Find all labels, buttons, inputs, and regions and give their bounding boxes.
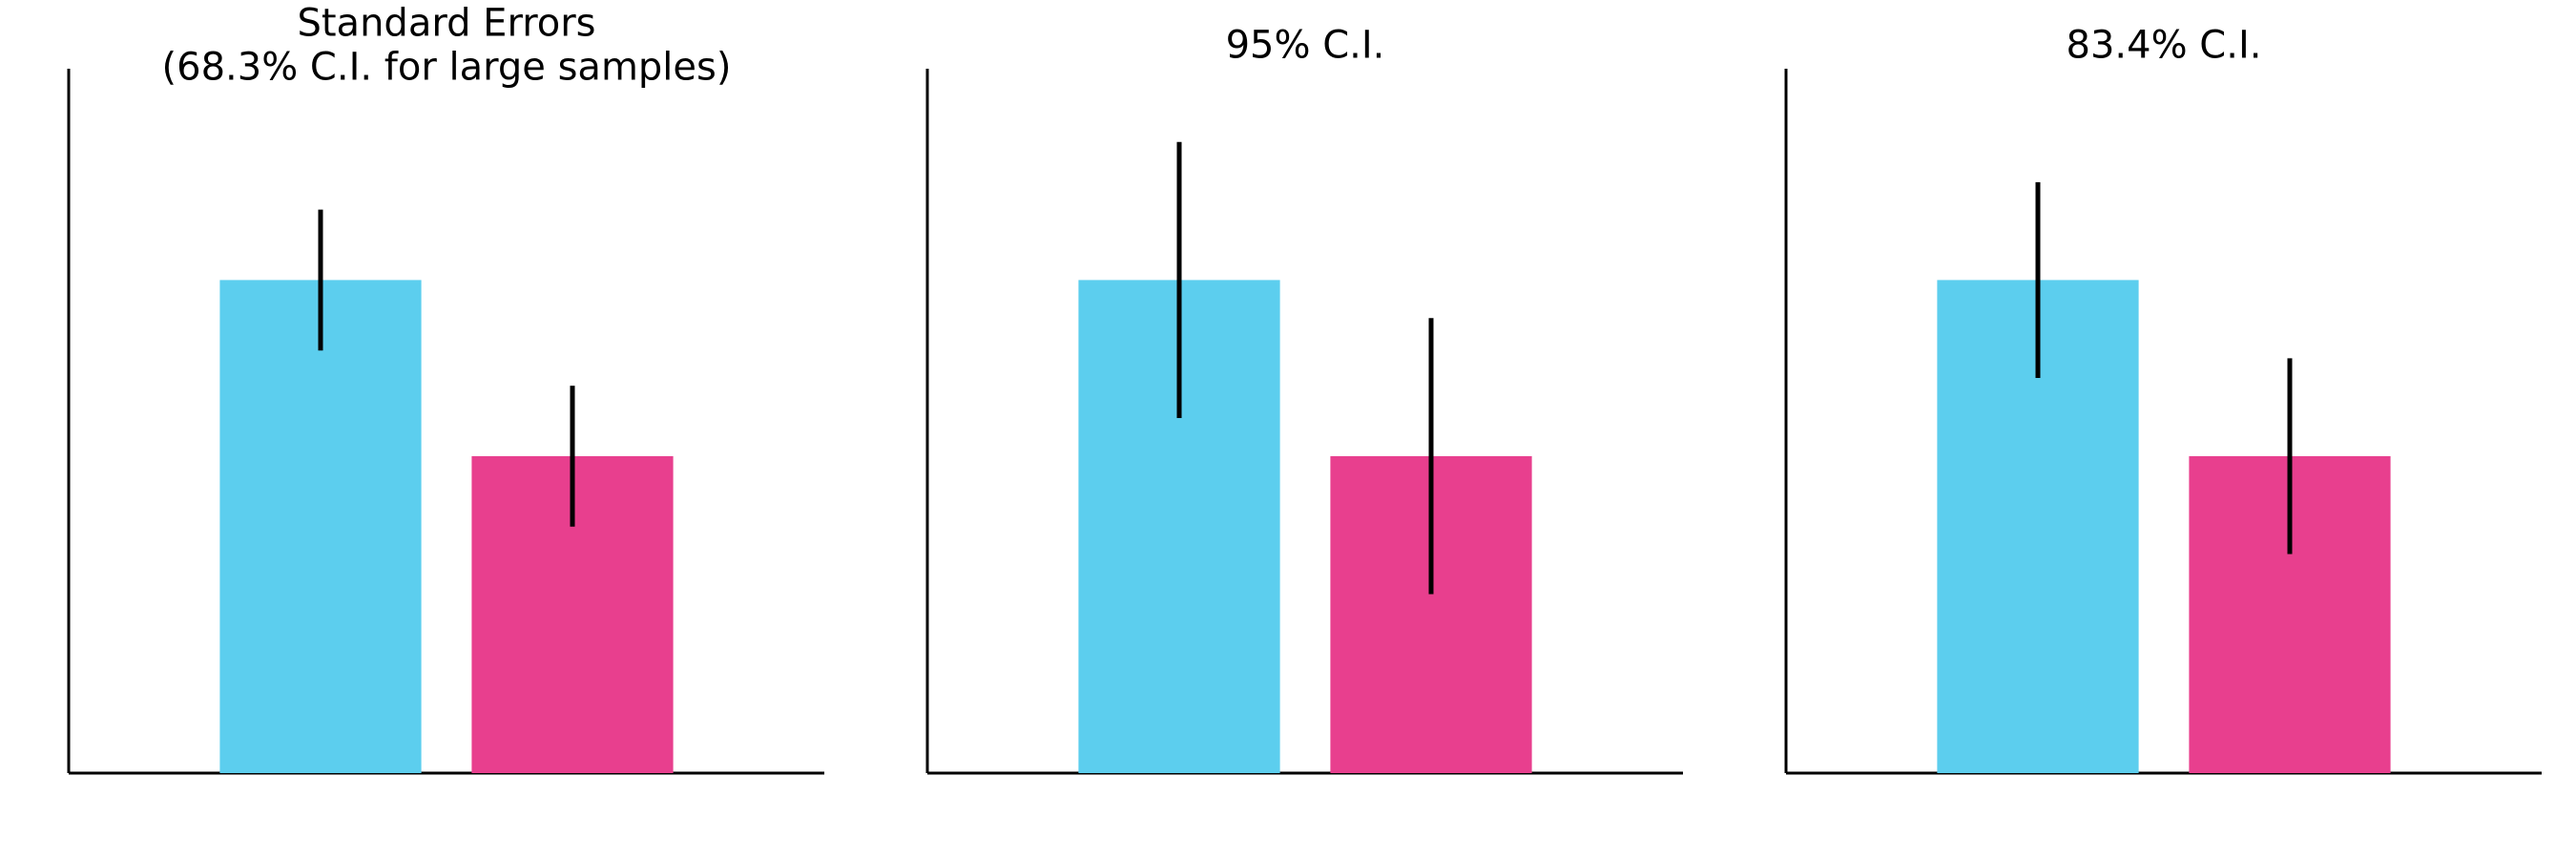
chart-title-line: 83.4% C.I. — [2067, 24, 2262, 68]
chart-title-line: Standard Errors — [297, 2, 595, 46]
panel-se-svg: Standard Errors(68.3% C.I. for large sam… — [0, 0, 859, 859]
chart-title-line: (68.3% C.I. for large samples) — [162, 46, 732, 90]
panel-se: Standard Errors(68.3% C.I. for large sam… — [0, 0, 859, 859]
figure: Standard Errors(68.3% C.I. for large sam… — [0, 0, 2576, 859]
panel-ci95-svg: 95% C.I. — [859, 0, 1717, 859]
panel-ci95: 95% C.I. — [859, 0, 1717, 859]
bar-0 — [219, 280, 421, 773]
chart-title-line: 95% C.I. — [1226, 24, 1385, 68]
panel-ci834-svg: 83.4% C.I. — [1717, 0, 2576, 859]
panel-ci834: 83.4% C.I. — [1717, 0, 2576, 859]
